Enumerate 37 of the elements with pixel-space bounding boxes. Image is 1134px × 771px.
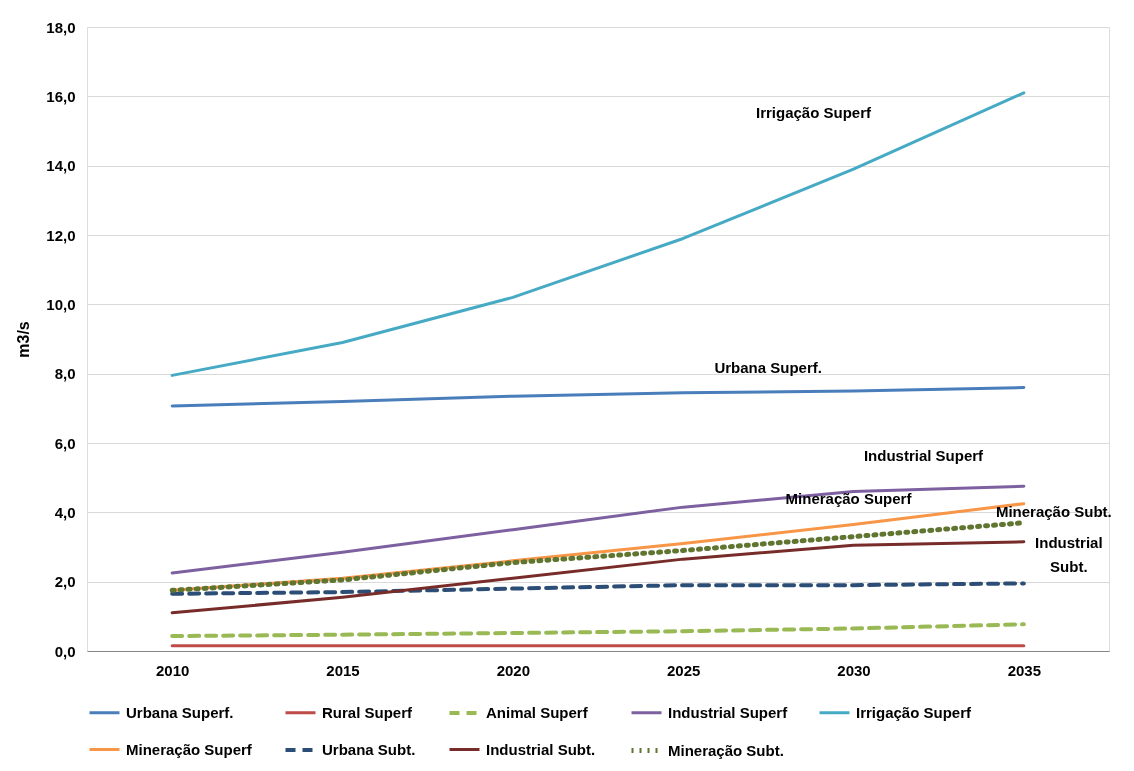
line-series (170, 581, 1026, 596)
y-tick-label: 2,0 (54, 573, 76, 591)
y-tick-label: 4,0 (54, 503, 76, 521)
x-tick-label: 2025 (666, 661, 701, 679)
line-series (170, 91, 1026, 377)
line-series (170, 386, 1026, 408)
legend-label: Rural Superf (322, 703, 414, 721)
legend-label: Mineração Subt. (668, 741, 784, 759)
x-tick-label: 2015 (326, 661, 360, 679)
line-series (170, 540, 1026, 615)
annotation: Irrigação Superf (755, 103, 873, 121)
legend-label: Industrial Subt. (486, 740, 596, 758)
annotation: Urbana Superf. (714, 359, 822, 377)
y-tick-label: 18,0 (46, 18, 76, 36)
y-tick-label: 6,0 (54, 434, 76, 452)
annotation: Mineração Subt. (995, 502, 1112, 520)
y-tick-label: 14,0 (46, 157, 76, 175)
y-tick-label: 10,0 (46, 295, 76, 313)
y-tick-label: 16,0 (46, 87, 76, 105)
legend-label: Irrigação Superf (856, 703, 973, 721)
annotation: Mineração Superf (785, 490, 913, 508)
annotation: Industrial Superf (863, 446, 985, 464)
x-tick-label: 2010 (155, 661, 190, 679)
x-tick-label: 2030 (837, 661, 871, 679)
y-tick-label: 12,0 (46, 226, 76, 244)
x-tick-label: 2035 (1007, 661, 1042, 679)
legend-label: Urbana Subt. (322, 741, 416, 758)
y-tick-label: 0,0 (54, 642, 76, 660)
annotation: Industrial Subt. (1035, 534, 1103, 576)
legend-label: Urbana Superf. (126, 703, 234, 721)
x-tick-label: 2020 (496, 661, 531, 679)
legend-label: Mineração Superf (126, 740, 253, 758)
line-series (170, 622, 1026, 639)
y-axis-title: m3/s (15, 321, 33, 358)
legend-label: Industrial Superf (668, 703, 789, 721)
y-tick-label: 8,0 (54, 365, 76, 383)
legend-label: Animal Superf (486, 704, 589, 721)
